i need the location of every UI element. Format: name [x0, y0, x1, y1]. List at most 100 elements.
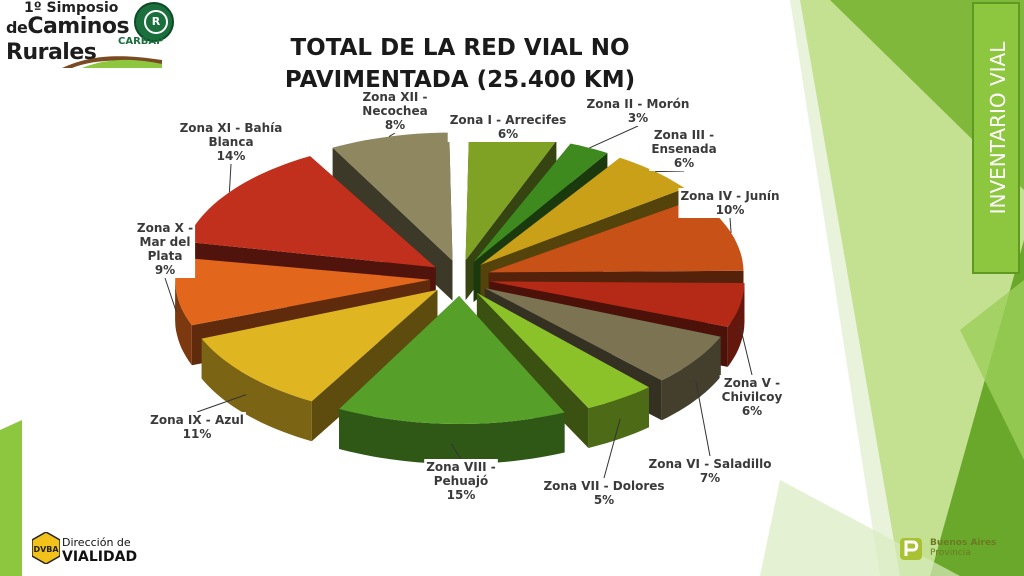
slice-percent: 11%	[183, 427, 212, 441]
side-tab: INVENTARIO VIAL	[972, 2, 1020, 274]
slice-percent: 10%	[716, 203, 745, 217]
slice-name: Blanca	[208, 135, 253, 149]
slice-percent: 6%	[498, 127, 518, 141]
slice-rim	[339, 409, 565, 464]
slice-label: Zona VII - Dolores 5%	[543, 479, 664, 507]
slice-label: Zona XII -Necochea 8%	[362, 90, 427, 132]
slice-name: Zona XII -	[362, 90, 427, 104]
slice-label: Zona II - Morón 3%	[587, 97, 690, 125]
label-background	[148, 412, 246, 442]
leader-line	[589, 125, 639, 149]
label-background	[678, 188, 782, 218]
label-background	[646, 456, 774, 486]
slice-percent: 6%	[674, 156, 694, 170]
chart-title-line1: TOTAL DE LA RED VIAL NO	[290, 35, 630, 61]
label-background	[447, 112, 569, 142]
chart-title: TOTAL DE LA RED VIAL NO PAVIMENTADA (25.…	[250, 32, 670, 96]
slice-name: Plata	[148, 249, 183, 263]
slice-name: Zona VII - Dolores	[543, 479, 664, 493]
slice-percent: 14%	[217, 149, 246, 163]
pie-slice	[476, 292, 649, 448]
event-logo: 1º Simposio deCaminos Rurales R CARBAP	[2, 0, 174, 72]
slice-rim	[727, 283, 745, 367]
slice-name: Zona X -	[137, 221, 193, 235]
leader-line	[450, 443, 462, 460]
carbap-badge: R	[134, 2, 174, 42]
slice-name: Zona VIII -	[426, 460, 496, 474]
vialidad-line2: VIALIDAD	[62, 549, 138, 565]
slice-label: Zona IX - Azul 11%	[150, 413, 244, 441]
slice-top	[185, 156, 436, 268]
slice-top	[473, 143, 608, 262]
vialidad-logo-icon: DVBA	[32, 532, 60, 564]
slice-name: Zona I - Arrecifes	[450, 113, 567, 127]
slice-percent: 15%	[447, 488, 476, 502]
leader-line	[196, 394, 247, 413]
slice-rim	[175, 279, 192, 366]
slice-name: Necochea	[362, 104, 427, 118]
label-background	[177, 120, 285, 164]
slice-top	[465, 132, 557, 261]
leader-line	[164, 277, 177, 312]
vialidad-line1: Dirección de	[62, 536, 131, 549]
slice-name: Zona II - Morón	[587, 97, 690, 111]
slice-label: Zona IV - Junín 10%	[680, 189, 779, 217]
slice-name: Zona VI - Saladillo	[649, 457, 772, 471]
leader-line	[695, 380, 711, 457]
slice-name: Pehuajó	[434, 474, 488, 488]
slice-top	[489, 281, 745, 327]
slice-top	[484, 288, 721, 381]
slice-percent: 6%	[742, 404, 762, 418]
slice-name: Ensenada	[651, 142, 716, 156]
slice-percent: 3%	[628, 111, 648, 125]
leader-line	[388, 132, 396, 138]
slice-top	[175, 257, 431, 326]
slice-label: Zona VI - Saladillo 7%	[649, 457, 772, 485]
slice-top	[332, 132, 453, 261]
slice-top	[201, 289, 438, 402]
bg-left-bar	[0, 420, 22, 576]
label-background	[424, 459, 498, 503]
slice-label: Zona V -Chivilcoy 6%	[722, 376, 783, 418]
slice-name: Zona IX - Azul	[150, 413, 244, 427]
label-background	[649, 127, 719, 171]
slice-name: Mar del	[140, 235, 191, 249]
label-background	[360, 89, 430, 133]
slice-label: Zona III -Ensenada 6%	[651, 128, 716, 170]
pie-slice	[339, 296, 565, 464]
vialidad-logo-mark: DVBA	[33, 545, 59, 554]
pie-slice	[201, 289, 438, 442]
buenos-aires-icon	[900, 538, 922, 560]
slice-name: Chivilcoy	[722, 390, 783, 404]
slice-percent: 5%	[594, 493, 614, 507]
slice-top	[476, 292, 649, 408]
slice-label: Zona X -Mar del Plata 9%	[137, 221, 193, 277]
event-logo-line2: deCaminos	[6, 14, 130, 39]
chart-title-line2: PAVIMENTADA (25.400 KM)	[284, 67, 636, 93]
label-background	[541, 478, 667, 508]
leader-line	[739, 325, 753, 376]
label-background	[584, 96, 692, 126]
carbap-mark: R	[144, 10, 168, 34]
slice-name: Zona XI - Bahía	[180, 121, 283, 135]
slice-label: Zona VIII -Pehuajó 15%	[426, 460, 496, 502]
slice-top	[339, 296, 565, 424]
bg-stripe-mid	[800, 0, 1024, 576]
slice-name: Zona IV - Junín	[680, 189, 779, 203]
slice-top	[480, 157, 685, 265]
slice-label: Zona XI - Bahía Blanca 14%	[180, 121, 283, 163]
leader-line	[603, 418, 621, 479]
label-background	[719, 375, 785, 419]
slice-percent: 7%	[700, 471, 720, 485]
event-logo-main: Caminos	[27, 14, 130, 39]
carbap-label: CARBAP	[118, 36, 164, 47]
leader-line	[729, 217, 732, 233]
slice-rim	[201, 338, 312, 442]
slice-percent: 8%	[385, 118, 405, 132]
road-icon	[62, 56, 162, 68]
slice-rim	[588, 387, 649, 448]
event-logo-prefix: de	[6, 18, 28, 37]
event-logo-line1: 1º Simposio	[24, 0, 119, 16]
